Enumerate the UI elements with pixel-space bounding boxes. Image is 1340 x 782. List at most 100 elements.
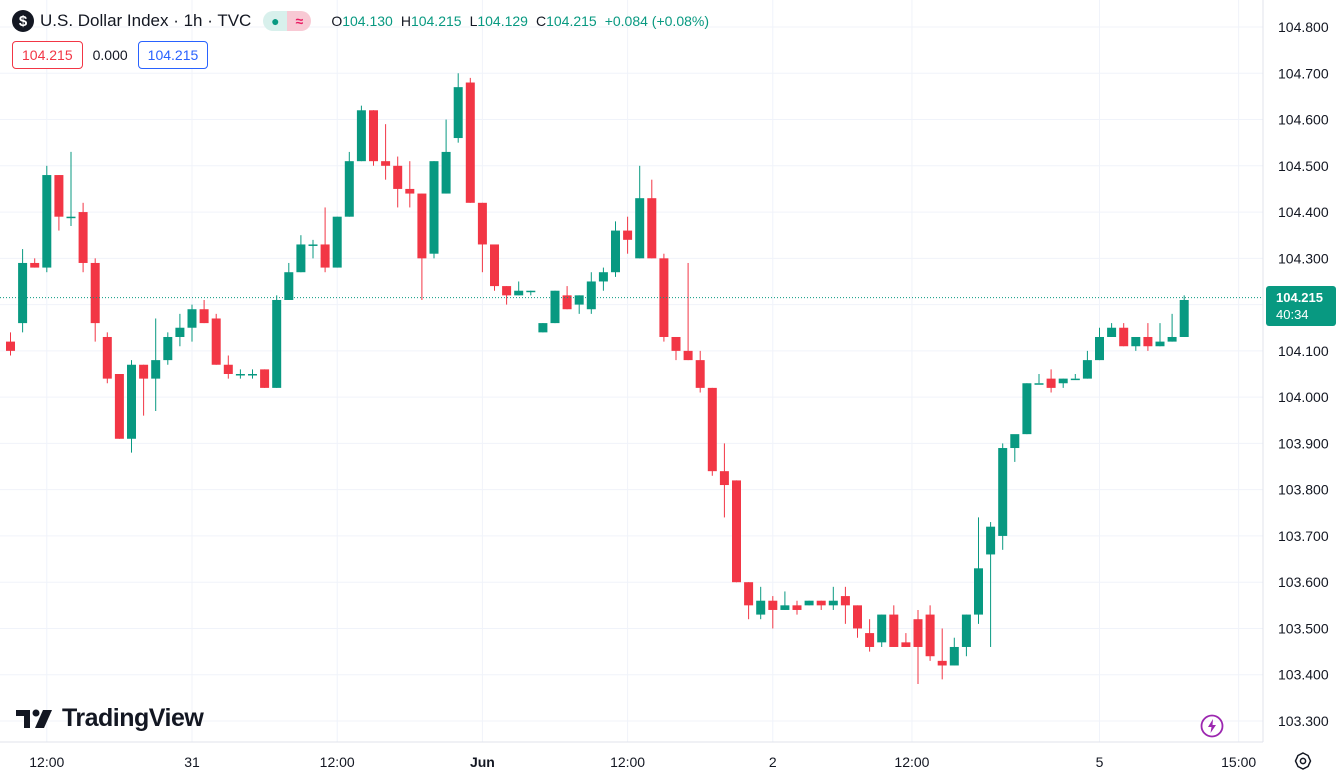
candle — [127, 360, 136, 453]
current-price-value: 104.215 — [1276, 290, 1323, 305]
candle-body — [683, 350, 693, 361]
candle — [1022, 383, 1032, 435]
candle-body — [405, 188, 415, 194]
candle-body — [296, 244, 306, 273]
candle — [393, 156, 403, 208]
candle — [695, 350, 705, 393]
x-tick-label: 12:00 — [610, 754, 645, 770]
candle — [974, 517, 983, 624]
candle-body — [1179, 299, 1189, 337]
low-value: 104.129 — [477, 13, 528, 29]
candle-body — [1155, 341, 1165, 347]
candle — [961, 614, 971, 657]
candle — [1155, 323, 1165, 347]
candle-body — [865, 633, 875, 647]
candle-body — [925, 614, 935, 657]
candle — [30, 258, 40, 268]
candle — [78, 202, 88, 273]
candle-body — [937, 660, 947, 666]
candle — [90, 258, 100, 342]
y-tick-label: 103.500 — [1278, 620, 1329, 636]
candle — [913, 609, 923, 684]
candle-body — [1167, 336, 1177, 342]
candle-body — [1143, 336, 1153, 347]
symbol-title[interactable]: U.S. Dollar Index · 1h · TVC — [40, 11, 252, 30]
spread-value: 0.000 — [92, 47, 128, 63]
candle — [296, 235, 306, 273]
high-label: H — [400, 13, 411, 29]
candle-body — [332, 216, 342, 268]
candle — [223, 355, 233, 379]
candle — [853, 605, 862, 638]
candle-body — [1082, 360, 1092, 379]
candle — [550, 290, 560, 324]
candle — [986, 522, 996, 647]
candle — [756, 586, 766, 620]
x-tick-label: 31 — [184, 754, 200, 770]
candle — [369, 110, 378, 166]
y-tick-label: 103.600 — [1278, 574, 1329, 590]
candle-body — [114, 374, 124, 439]
candle — [707, 387, 717, 476]
status-pill[interactable]: ● ≈ — [263, 11, 312, 31]
y-tick-label: 104.300 — [1278, 250, 1329, 266]
candle-body — [756, 600, 766, 615]
y-tick-label: 104.400 — [1278, 204, 1329, 220]
candle-body — [356, 110, 366, 162]
candle-body — [477, 202, 487, 245]
y-tick-label: 103.300 — [1278, 713, 1329, 729]
market-dot-icon[interactable]: ● — [263, 11, 288, 31]
y-tick-label: 103.900 — [1278, 435, 1329, 451]
wave-icon[interactable]: ≈ — [287, 11, 312, 31]
candle — [139, 364, 149, 416]
candle-body — [490, 244, 499, 287]
candle-body — [187, 309, 197, 328]
candle — [574, 295, 584, 314]
candle — [744, 582, 754, 620]
candle — [937, 628, 947, 680]
candle-body — [623, 230, 633, 240]
candle-body — [901, 642, 911, 647]
candle — [1095, 327, 1104, 361]
candle — [683, 262, 693, 361]
lightning-icon[interactable] — [1200, 714, 1224, 738]
candle-body — [369, 110, 378, 162]
candle-body — [840, 596, 850, 606]
candle — [1046, 369, 1056, 393]
candle — [1119, 323, 1129, 347]
candle — [1167, 313, 1177, 342]
close-value: 104.215 — [546, 13, 597, 29]
settings-gear-icon[interactable] — [1293, 751, 1313, 771]
y-tick-label: 104.800 — [1278, 19, 1329, 35]
sell-button[interactable]: 104.215 — [12, 41, 83, 69]
candle-body — [1058, 378, 1068, 384]
buy-button[interactable]: 104.215 — [137, 41, 209, 69]
y-tick-label: 103.400 — [1278, 667, 1329, 683]
chart-header: $ U.S. Dollar Index · 1h · TVC ● ≈ O104.… — [12, 8, 709, 34]
candle-body — [974, 568, 983, 615]
candle — [102, 332, 112, 384]
candle-body — [441, 151, 451, 194]
candle — [828, 586, 838, 610]
tradingview-watermark[interactable]: TradingView — [16, 704, 204, 733]
candle — [260, 369, 270, 388]
candle-body — [42, 175, 52, 268]
candle — [635, 165, 645, 259]
candle-body — [1070, 378, 1080, 381]
open-value: 104.130 — [342, 13, 393, 29]
candle-body — [671, 336, 681, 351]
dollar-logo-icon: $ — [12, 10, 34, 32]
candle-body — [853, 605, 862, 629]
candle — [66, 151, 76, 226]
candle — [356, 105, 366, 162]
candle — [647, 179, 657, 259]
y-tick-label: 104.700 — [1278, 65, 1329, 81]
close-label: C — [535, 13, 547, 29]
candle — [598, 267, 608, 291]
candle-body — [6, 341, 15, 351]
candle-body — [526, 290, 536, 293]
candle-body — [574, 295, 584, 305]
candle-body — [744, 582, 754, 606]
candle-body — [1010, 434, 1020, 449]
